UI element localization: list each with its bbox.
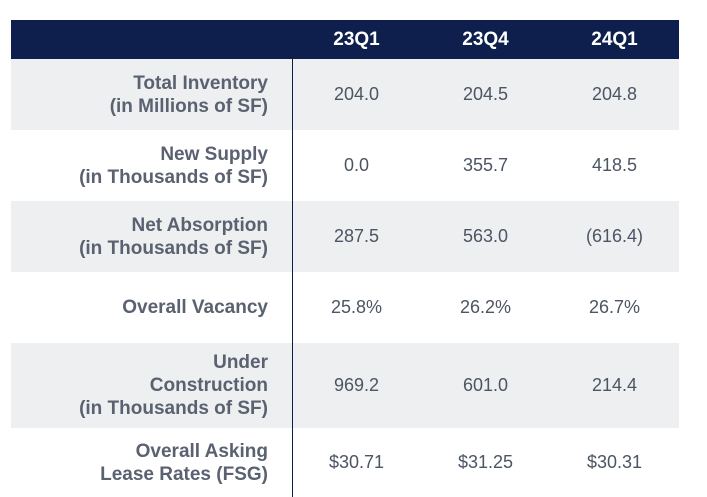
table-cell: 418.5 [591, 155, 638, 175]
row-net-absorption: Net Absorption (in Thousands of SF) 287.… [11, 201, 679, 272]
row-label: Overall Asking Lease Rates (FSG) [11, 440, 292, 486]
row-new-supply: New Supply (in Thousands of SF) 0.0 355.… [11, 130, 679, 201]
column-header-24q1: 24Q1 [591, 28, 638, 50]
row-label: Net Absorption (in Thousands of SF) [11, 214, 292, 260]
table-cell: 26.7% [588, 297, 641, 317]
table-cell: 563.0 [462, 226, 509, 246]
row-label-line: (in Thousands of SF) [79, 237, 268, 259]
row-label-line: Lease Rates (FSG) [100, 463, 268, 485]
row-label-line: Construction [149, 375, 268, 396]
row-label-line: Total Inventory [133, 72, 268, 94]
market-stats-table: 23Q1 23Q4 24Q1 Total Inventory (in Milli… [11, 20, 679, 497]
row-overall-vacancy: Overall Vacancy 25.8% 26.2% 26.7% [11, 272, 679, 343]
table-cell: 204.0 [333, 84, 380, 104]
table-cell: 26.2% [459, 297, 512, 317]
table-cell: 214.4 [591, 375, 638, 395]
row-label-line: (in Thousands of SF) [79, 398, 268, 419]
table-cell: 204.8 [591, 84, 638, 104]
row-label: Under Construction (in Thousands of SF) [11, 351, 292, 420]
table-cell: 287.5 [333, 226, 380, 246]
table-cell: $30.31 [586, 452, 643, 472]
table-header: 23Q1 23Q4 24Q1 [11, 20, 679, 59]
table-cell: 969.2 [333, 375, 380, 395]
table-cell: 355.7 [462, 155, 509, 175]
table-cell: 601.0 [462, 375, 509, 395]
table-cell: 204.5 [462, 84, 509, 104]
row-total-inventory: Total Inventory (in Millions of SF) 204.… [11, 59, 679, 130]
column-divider [292, 59, 293, 497]
table-cell: $31.25 [457, 452, 514, 472]
row-label-line: Under [213, 352, 268, 373]
row-overall-asking-lease-rates: Overall Asking Lease Rates (FSG) $30.71 … [11, 428, 679, 497]
row-label-line: (in Millions of SF) [109, 95, 268, 117]
row-under-construction: Under Construction (in Thousands of SF) … [11, 343, 679, 428]
row-label-line: (in Thousands of SF) [79, 166, 268, 188]
row-label: Total Inventory (in Millions of SF) [11, 72, 292, 118]
row-label: Overall Vacancy [11, 296, 292, 319]
row-label-line: Net Absorption [131, 214, 268, 236]
column-header-23q4: 23Q4 [462, 28, 509, 50]
row-label-line: New Supply [160, 143, 268, 165]
column-header-23q1: 23Q1 [333, 28, 380, 50]
table-cell: $30.71 [328, 452, 385, 472]
table-cell: 25.8% [330, 297, 383, 317]
row-label-line: Overall Asking [135, 440, 268, 462]
row-label-line: Overall Vacancy [122, 297, 268, 318]
row-label: New Supply (in Thousands of SF) [11, 143, 292, 189]
table-cell: (616.4) [585, 226, 644, 246]
table-cell: 0.0 [343, 155, 370, 175]
